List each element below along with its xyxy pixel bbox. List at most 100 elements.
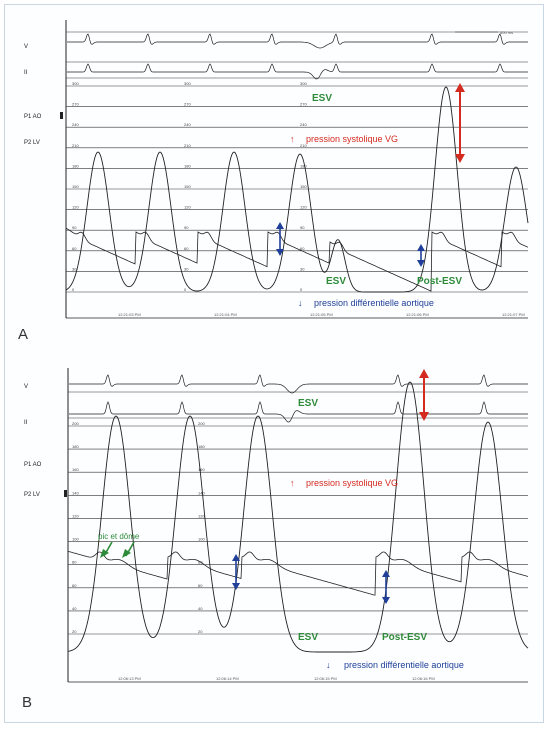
- time-labels: 12:21:03 PM 12:21:04 PM 12:21:05 PM 12:21:0…: [118, 312, 525, 317]
- tick-label: 30: [300, 266, 305, 271]
- tick-label: 0: [72, 287, 75, 292]
- grid-lines: [68, 391, 528, 635]
- tick-label: 180: [184, 163, 191, 168]
- tick-label: 270: [184, 102, 191, 107]
- ecg-trace-ii: [69, 401, 528, 423]
- tick-label: 270: [300, 102, 307, 107]
- time-label: 12:06:13 PM: [118, 676, 141, 681]
- scale-label: 500 ms: [500, 30, 513, 35]
- tick-label: 60: [198, 583, 203, 588]
- tick-label: 240: [300, 122, 307, 127]
- tick-label: 180: [72, 163, 79, 168]
- time-label: 12:21:04 PM: [214, 312, 237, 317]
- tick-label: 30: [184, 266, 189, 271]
- tick-label: 60: [72, 583, 77, 588]
- tick-label: 120: [198, 513, 205, 518]
- tick-label: 180: [72, 444, 79, 449]
- tick-label: 60: [72, 246, 77, 251]
- annotation-pic-dome: pic et dôme: [98, 532, 140, 541]
- label-v: V: [24, 384, 28, 390]
- tick-label: 180: [300, 163, 307, 168]
- annotation-esv-bottom: ESV: [298, 632, 318, 643]
- tick-label: 300: [300, 81, 307, 86]
- channel-marker: [64, 490, 67, 497]
- tick-label: 150: [184, 184, 191, 189]
- arrow-down-icon: ↓: [298, 298, 303, 308]
- tick-label: 60: [184, 246, 189, 251]
- tick-label: 0: [184, 287, 187, 292]
- tick-label: 210: [184, 143, 191, 148]
- ecg-trace-v: [69, 374, 528, 394]
- label-p1-ao: P1 AO: [24, 462, 42, 468]
- time-label: 12:21:07 PM: [502, 312, 525, 317]
- label-p1-ao: P1 AO: [24, 114, 42, 120]
- red-double-arrow-icon: [419, 369, 429, 421]
- tick-label: 30: [72, 266, 77, 271]
- aortic-pressure-trace: [67, 550, 529, 596]
- annotation-esv-top: ESV: [312, 93, 332, 104]
- tick-label: 300: [72, 81, 79, 86]
- tick-label: 240: [72, 122, 79, 127]
- annotation-aortic-pressure: pression différentielle aortique: [344, 660, 464, 670]
- tick-label: 160: [72, 467, 79, 472]
- tick-label: 270: [72, 102, 79, 107]
- arrow-up-icon: ↑: [290, 478, 295, 488]
- tick-label: 140: [72, 490, 79, 495]
- tick-label: 150: [300, 184, 307, 189]
- annotation-lv-pressure: pression systolique VG: [306, 478, 398, 488]
- tick-label: 120: [72, 513, 79, 518]
- figure-frame: [4, 4, 544, 723]
- time-label: 12:21:03 PM: [118, 312, 141, 317]
- tick-label: 100: [72, 537, 79, 542]
- panel-letter-a: A: [18, 326, 29, 343]
- label-ii: II: [24, 420, 28, 426]
- time-labels: 12:06:13 PM 12:06:14 PM 12:06:15 PM 12:06:1…: [118, 676, 435, 681]
- annotation-esv-top: ESV: [298, 398, 318, 409]
- tick-label: 40: [198, 606, 203, 611]
- red-double-arrow-icon: [455, 83, 465, 163]
- annotation-aortic-pressure: pression différentielle aortique: [314, 298, 434, 308]
- tick-label: 120: [72, 205, 79, 210]
- tick-label: 20: [198, 629, 203, 634]
- time-label: 12:21:05 PM: [310, 312, 333, 317]
- blue-double-arrow-icon: [276, 222, 284, 256]
- aortic-pressure-trace: [65, 227, 529, 292]
- blue-double-arrow-icon: [417, 244, 425, 267]
- time-label: 12:06:15 PM: [314, 676, 337, 681]
- tick-label: 210: [300, 143, 307, 148]
- tick-label: 240: [184, 122, 191, 127]
- label-v: V: [24, 44, 28, 50]
- tick-label: 90: [184, 225, 189, 230]
- annotation-post-esv: Post-ESV: [382, 632, 427, 643]
- tick-label: 200: [72, 421, 79, 426]
- tick-label: 90: [300, 225, 305, 230]
- tick-label: 150: [72, 184, 79, 189]
- blue-double-arrow-icon: [232, 554, 240, 590]
- tick-label: 180: [198, 444, 205, 449]
- label-ii: II: [24, 70, 28, 76]
- panel-b-tracing: V II P1 AO P2 LV 200 200 180 180 160 160 140 14…: [24, 368, 529, 683]
- time-label: 12:06:14 PM: [216, 676, 239, 681]
- green-arrow-icon: [122, 541, 135, 558]
- panel-letter-b: B: [22, 694, 33, 711]
- tick-label: 100: [198, 537, 205, 542]
- ecg-trace-ii: [67, 63, 528, 80]
- lv-pressure-trace: [65, 86, 529, 293]
- label-p2-lv: P2 LV: [24, 140, 40, 146]
- tick-label: 210: [72, 143, 79, 148]
- annotation-post-esv: Post-ESV: [417, 276, 462, 287]
- tick-label: 0: [300, 287, 303, 292]
- tick-label: 120: [184, 205, 191, 210]
- annotation-esv-bottom: ESV: [326, 276, 346, 287]
- tick-label: 300: [184, 81, 191, 86]
- time-label: 12:06:16 PM: [412, 676, 435, 681]
- blue-double-arrow-icon: [382, 570, 390, 604]
- label-p2-lv: P2 LV: [24, 492, 40, 498]
- tick-label: 140: [198, 490, 205, 495]
- tick-label: 80: [72, 560, 77, 565]
- arrow-down-icon: ↓: [326, 660, 331, 670]
- tick-label: 160: [198, 467, 205, 472]
